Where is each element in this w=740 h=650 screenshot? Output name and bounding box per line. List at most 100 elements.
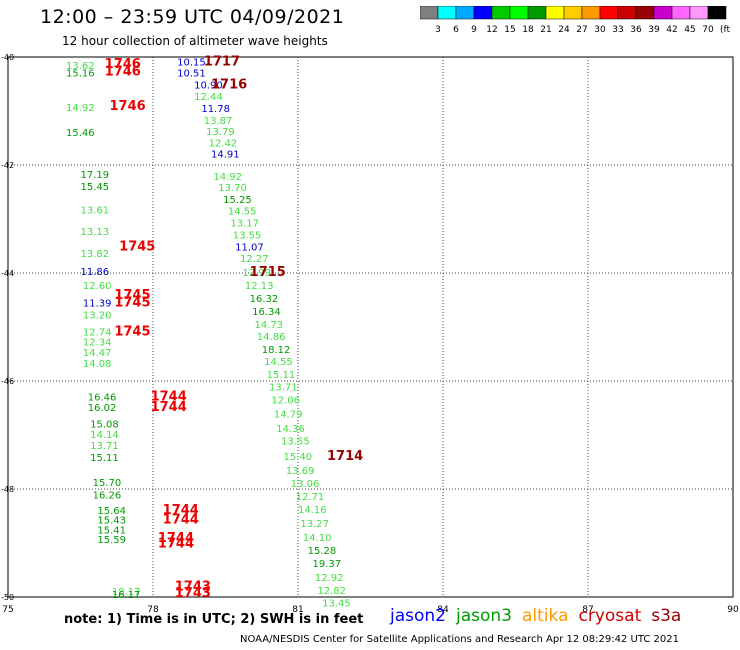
wave-height-label: 14.16 [298,505,327,516]
wave-height-label: 15.40 [284,452,313,463]
wave-height-label: 12.99 [242,268,271,279]
satellite-legend-s3a: s3a [651,606,682,626]
colorbar-tick-label: 15 [504,25,515,35]
wave-height-label: 13.55 [281,437,310,448]
pass-time-label: 1745 [114,288,150,303]
pass-time-label: 1743 [175,580,211,595]
colorbar-tick-label: 9 [471,25,477,35]
wave-height-label: 19.37 [313,559,342,570]
colorbar-tick-label: 24 [558,25,570,35]
pass-time-label: 1746 [105,57,141,72]
wave-height-label: 13.70 [218,183,247,194]
pass-time-label: 1746 [110,99,146,114]
x-tick-label: 75 [2,605,13,615]
satellite-legend-jason2: jason2 [390,606,446,626]
pass-time-label: 1744 [158,531,194,546]
wave-height-label: 14.79 [274,410,303,421]
pass-time-label: 1717 [204,55,240,70]
pass-time-label: 1716 [211,77,247,92]
wave-height-label: 15.25 [223,195,252,206]
x-tick-label: 84 [437,605,449,615]
colorbar-tick-label: 70 [702,25,714,35]
wave-height-label: 13.71 [269,383,298,394]
pass-time-label: 1744 [151,400,187,415]
wave-height-label: 16.26 [93,491,122,502]
plot-frame [7,56,734,598]
pass-time-label: 1745 [114,325,150,340]
wave-height-label: 14.91 [211,149,240,160]
x-tick-label: 81 [292,605,303,615]
wave-height-label: 12.74 [83,328,112,339]
wave-height-label: 14.92 [66,103,95,114]
x-tick-label: 90 [727,605,739,615]
pass-time-label: 1746 [105,64,141,79]
wave-height-label: 16.17 [112,590,141,601]
satellite-legend-cryosat: cryosat [578,606,642,626]
wave-height-label: 14.47 [83,348,112,359]
colorbar-tick-label: 42 [666,25,677,35]
wave-height-label: 15.11 [90,453,119,464]
wave-height-label: 13.45 [322,599,351,610]
wave-height-label: 14.86 [257,332,286,343]
wave-height-label: 12.82 [317,586,346,597]
wave-height-label: 16.32 [250,294,279,305]
wave-height-label: 14.08 [83,359,112,370]
pass-time-label: 1744 [158,536,194,551]
satellite-legend-jason3: jason3 [456,606,512,626]
wave-height-label: 11.07 [235,242,264,253]
wave-height-label: 15.45 [81,182,110,193]
wave-height-label: 13.69 [286,466,315,477]
wave-height-label: 11.78 [201,104,230,115]
wave-height-label: 15.43 [97,516,126,527]
wave-height-label: 13.71 [90,441,119,452]
wave-height-label: 16.46 [88,392,117,403]
wave-height-label: 10.15 [177,58,206,69]
wave-height-label: 13.62 [66,61,95,72]
wave-height-label: 13.82 [81,249,110,260]
pass-time-label: 1744 [163,503,199,518]
colorbar-tick-label: 27 [576,25,587,35]
wave-height-label: 15.11 [267,370,296,381]
wave-height-label: 13.61 [81,206,110,217]
colorbar-tick-label: 45 [684,25,695,35]
colorbar-tick-label: 30 [594,25,606,35]
wave-height-label: 14.36 [276,424,305,435]
colorbar-tick-label: 39 [648,25,660,35]
wave-height-label: 10.90 [194,80,223,91]
wave-height-label: 12.71 [296,492,325,503]
colorbar-tick-label: 36 [630,25,642,35]
wave-height-label: 12.06 [271,396,300,407]
wave-height-label: 15.59 [97,535,126,546]
wave-height-label: 12.92 [315,573,344,584]
wave-height-label: 15.46 [66,128,95,139]
wave-height-label: 13.06 [291,479,320,490]
wave-height-label: 12.42 [209,139,238,150]
units-note: note: 1) Time is in UTC; 2) SWH is in fe… [64,612,364,627]
pass-time-label: 1745 [119,239,155,254]
wave-height-label: 14.73 [255,320,284,331]
wave-height-label: 13.79 [206,127,235,138]
wave-height-label: 13.20 [83,310,112,321]
wave-height-label: 13.27 [300,519,329,530]
wave-height-label: 15.41 [97,525,126,536]
colorbar-tick-label: 21 [540,25,551,35]
wave-height-label: 13.87 [204,116,233,127]
colorbar-tick-label: 12 [486,25,497,35]
wave-height-label: 12.60 [83,281,112,292]
chart-subtitle: 12 hour collection of altimeter wave hei… [62,34,328,48]
wave-height-label: 13.17 [230,219,259,230]
colorbar-tick-label: 33 [612,25,623,35]
pass-time-label: 1715 [250,265,286,280]
wave-height-label: 12.34 [83,337,112,348]
wave-height-label: 16.34 [252,307,281,318]
wave-height-label: 12.44 [194,92,223,103]
colorbar-tick-label: 18 [522,25,534,35]
wave-height-label: 14.55 [228,207,257,218]
satellite-legend: jason2 jason3 altika cryosat s3a [390,606,691,626]
colorbar-tick-label: 3 [435,25,441,35]
wave-height-label: 15.16 [66,68,95,79]
wave-height-label: 11.39 [83,298,112,309]
wave-height-label: 13.55 [233,230,262,241]
